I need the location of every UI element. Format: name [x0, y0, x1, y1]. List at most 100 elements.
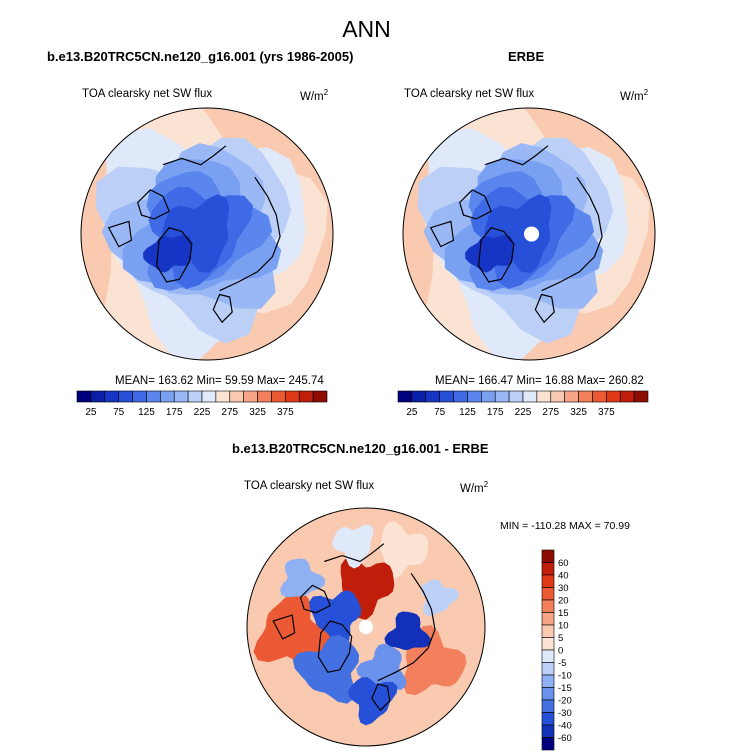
- panel2-map-border: [402, 107, 656, 361]
- panel2-title: ERBE: [508, 49, 545, 64]
- panel3-colorbar-swatch: [541, 724, 555, 738]
- panel3-units: W/m2: [460, 480, 489, 495]
- panel3-colorbar-swatch: [541, 699, 555, 713]
- panel3-colorbar-swatch: [541, 674, 555, 688]
- panel2-colorbar-tick-label: 75: [434, 407, 446, 418]
- panel3-colorbar-swatch: [541, 649, 555, 663]
- panel1-coastline: [137, 189, 170, 220]
- panel1-colorbar-swatch: [285, 390, 300, 403]
- panel1-colorbar-tick-label: 175: [166, 407, 183, 418]
- panel2-colorbar-swatch: [425, 390, 440, 403]
- panel2-colorbar-swatch: [439, 390, 454, 403]
- panel2-coastline: [541, 176, 603, 292]
- panel1-colorbar-swatch: [118, 390, 133, 403]
- panel1-variable-label: TOA clearsky net SW flux: [82, 88, 213, 100]
- panel2-field-band: [484, 194, 552, 273]
- panel3-colorbar-tick-label: 40: [558, 571, 569, 582]
- panel2-colorbar-tick-label: 125: [459, 407, 476, 418]
- panel3-colorbar-tick-label: -60: [558, 733, 572, 744]
- panel2-colorbar-swatch: [494, 390, 510, 403]
- panel3-map-border: [246, 507, 486, 747]
- panel3-colorbar-tick-label: 15: [558, 608, 569, 619]
- panel3-polar-hole: [358, 619, 374, 635]
- panel3-field-patch: [384, 611, 431, 650]
- panel2-units: W/m2: [620, 88, 649, 103]
- panel1-map-border: [80, 107, 334, 361]
- panel3-colorbar-tick-label: -30: [558, 708, 572, 719]
- panel3-colorbar-tick-label: 0: [558, 646, 563, 657]
- panel1-units: W/m2: [300, 88, 329, 103]
- panel3-field-patch: [280, 558, 326, 598]
- panel2-colorbar-swatch: [508, 390, 524, 403]
- panel1-coastline: [155, 227, 193, 283]
- panel3-coastline: [324, 543, 385, 563]
- panel3-colorbar-swatch: [541, 624, 555, 638]
- panel3-colorbar-tick-label: 30: [558, 583, 569, 594]
- panel3-coastline: [371, 683, 391, 712]
- panel3-stats: MIN = -110.28 MAX = 70.99: [500, 520, 630, 532]
- panel1-colorbar-swatch: [146, 390, 161, 403]
- panel3-field-patch: [332, 524, 374, 569]
- panel2-polar-map: [402, 107, 656, 361]
- panel3-coastline: [317, 620, 353, 673]
- panel2-colorbar-swatch: [592, 390, 607, 403]
- panel2-colorbar-swatch: [411, 390, 427, 403]
- panel1-colorbar-swatch: [132, 390, 147, 403]
- panel1-colorbar-swatch: [312, 390, 328, 403]
- panel1-colorbar-swatch: [243, 390, 258, 403]
- panel2-colorbar: 25 75 125 175 225 275 325 375: [397, 390, 649, 418]
- panel2-colorbar-swatch: [550, 390, 565, 403]
- panel2-stats: MEAN= 166.47 Min= 16.88 Max= 260.82: [435, 375, 644, 387]
- panel2-colorbar-swatch: [606, 390, 621, 403]
- panel1-colorbar-swatch: [215, 390, 231, 403]
- panel1-colorbar-swatch: [201, 390, 217, 403]
- panel2-coastline: [429, 220, 455, 248]
- panel2-colorbar-tick-label: 325: [570, 407, 587, 418]
- panel2-coastline: [477, 227, 515, 283]
- panel2-colorbar-tick-label: 375: [598, 407, 615, 418]
- panel1-colorbar-swatch: [257, 390, 272, 403]
- panel2-colorbar-swatch: [564, 390, 579, 403]
- panel2-colorbar-swatch: [578, 390, 593, 403]
- panel1-colorbar-tick-label: 325: [249, 407, 266, 418]
- panel2-colorbar-swatch: [522, 390, 538, 403]
- panel2-colorbar-swatch: [397, 390, 413, 403]
- panel3-colorbar-swatch: [541, 612, 555, 626]
- panel3-field-patch: [380, 521, 429, 580]
- panel2-colorbar-swatch: [619, 390, 635, 403]
- panel3-colorbar-tick-label: -20: [558, 696, 572, 707]
- panel2-colorbar-tick-label: 175: [487, 407, 504, 418]
- panel2-colorbar-tick-label: 275: [542, 407, 559, 418]
- panel1-field-band: [162, 194, 230, 273]
- panel2-coastline: [534, 293, 555, 324]
- panel1-colorbar-tick-label: 375: [277, 407, 294, 418]
- panel3-colorbar-swatch: [541, 637, 555, 651]
- panel1-colorbar-swatch: [90, 390, 106, 403]
- panel3-polar-map: [246, 507, 486, 747]
- panel3-field-patch: [253, 591, 331, 665]
- panel3-colorbar-swatch: [541, 662, 555, 676]
- panel3-colorbar-swatch: [541, 574, 555, 588]
- panel1-colorbar-swatch: [298, 390, 314, 403]
- panel1-colorbar-swatch: [271, 390, 286, 403]
- figure-title: ANN: [342, 16, 391, 42]
- panel2-colorbar-swatch: [633, 390, 649, 403]
- panel3-coastline: [377, 573, 436, 682]
- panel1-colorbar-swatch: [173, 390, 189, 403]
- panel3-title: b.e13.B20TRC5CN.ne120_g16.001 - ERBE: [232, 441, 489, 456]
- panel1-colorbar-swatch: [76, 390, 92, 403]
- panel3-variable-label: TOA clearsky net SW flux: [244, 480, 375, 492]
- panel2-variable-label: TOA clearsky net SW flux: [404, 88, 535, 100]
- panel2-colorbar-swatch: [536, 390, 552, 403]
- panel2-polar-hole: [523, 226, 540, 242]
- panel3-coastline: [299, 584, 332, 614]
- panel2-coastline: [459, 189, 492, 220]
- panel1-colorbar: 25 75 125 175 225 275 325 375: [76, 390, 328, 418]
- panel1-coastline: [107, 220, 133, 248]
- panel1-colorbar-swatch: [104, 390, 119, 403]
- panel1-coastline: [219, 176, 281, 292]
- panel1-colorbar-tick-label: 75: [113, 407, 125, 418]
- panel3-coastline: [272, 614, 296, 640]
- panel1-colorbar-tick-label: 275: [221, 407, 238, 418]
